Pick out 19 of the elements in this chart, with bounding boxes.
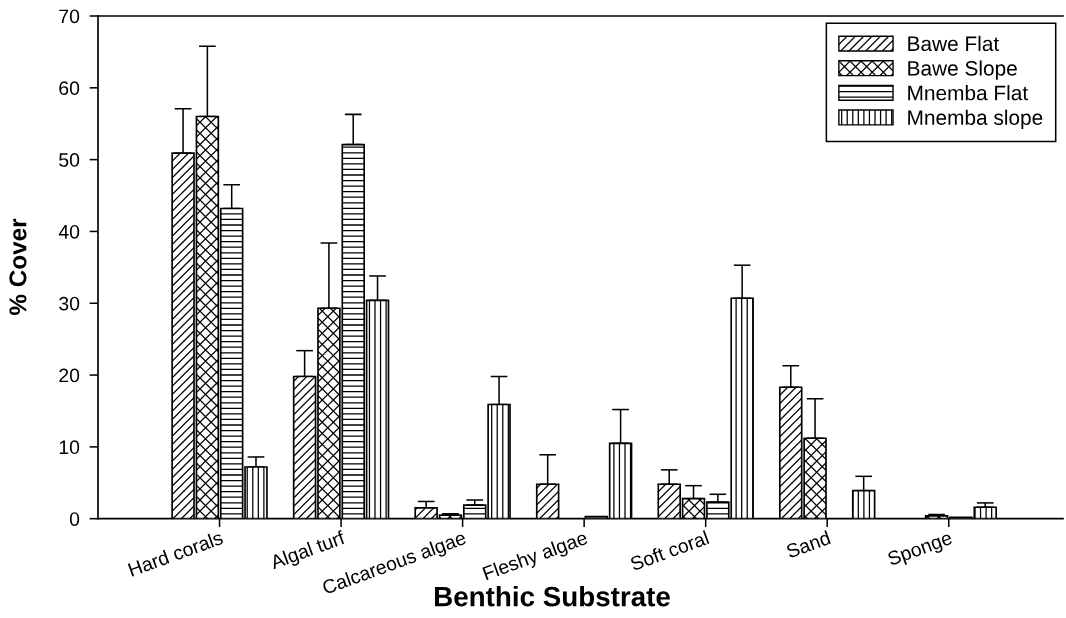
y-tick-label: 60 — [59, 81, 80, 96]
x-tick-label: Fleshy algae — [482, 530, 590, 584]
x-axis-title: Benthic Substrate — [435, 586, 670, 607]
x-tick-label: Sponge — [886, 530, 955, 570]
y-tick-label: 70 — [59, 9, 80, 24]
y-tick-label: 20 — [59, 368, 80, 383]
legend-label: Mnemba Flat — [908, 85, 1028, 101]
legend-label: Bawe Flat — [908, 35, 1000, 52]
y-tick-label: 50 — [59, 153, 80, 167]
legend-label: Mnemba slope — [908, 109, 1043, 130]
y-tick-label: 0 — [69, 512, 80, 526]
x-tick-label: Soft coral — [629, 530, 710, 572]
y-axis-title: % Cover — [9, 218, 27, 316]
y-tick-label: 10 — [59, 440, 80, 455]
legend-label: Bawe Slope — [908, 60, 1017, 80]
x-tick-label: Sand — [785, 530, 831, 559]
x-tick-label: Hard corals — [127, 530, 224, 577]
y-tick-label: 40 — [58, 224, 80, 239]
y-tick-label: 30 — [59, 296, 80, 311]
